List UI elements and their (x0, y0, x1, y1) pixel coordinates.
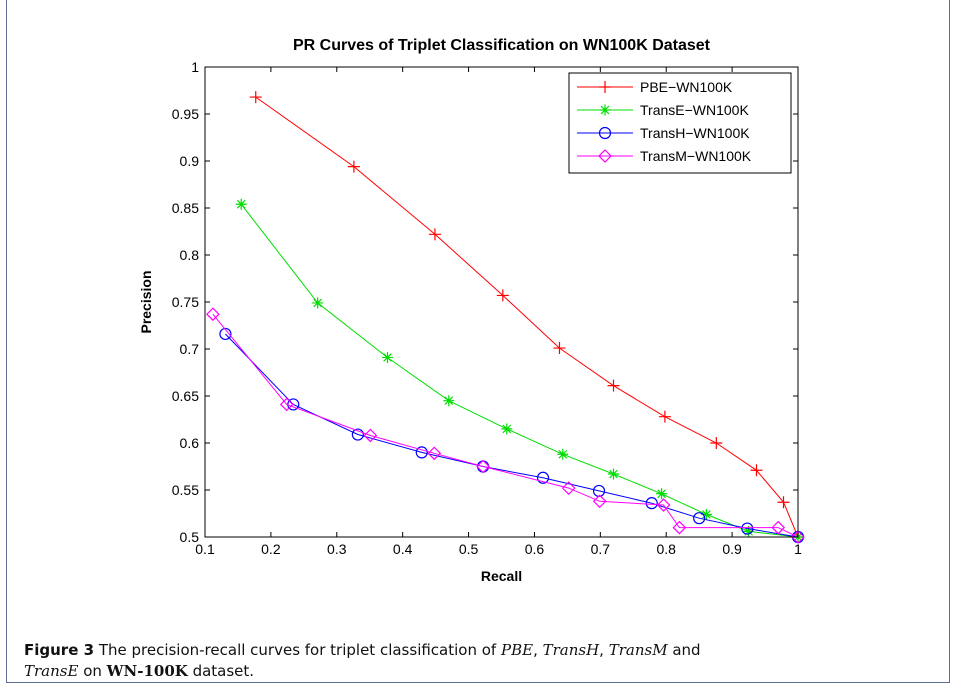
data-point-diamond (206, 307, 220, 322)
data-point-diamond (363, 428, 378, 443)
data-point-circle (693, 512, 706, 525)
data-point-plus (777, 496, 790, 509)
data-point-star (743, 525, 755, 537)
data-point-star (501, 423, 513, 435)
series-line (225, 333, 799, 538)
x-tick-label: 0.4 (393, 541, 413, 557)
y-tick-label: 0.8 (180, 247, 200, 263)
legend: PBE−WN100K TransE−WN100K TransH−WN100K Tran… (568, 72, 792, 174)
legend-label: TransE−WN100K (640, 102, 749, 118)
y-tick-label: 0.5 (180, 529, 200, 545)
caption-method-transh: TransH (542, 641, 600, 659)
x-tick-label: 0.6 (525, 541, 545, 557)
data-point-diamond (592, 494, 607, 509)
y-tick-label: 1 (191, 59, 199, 75)
data-point-diamond (672, 520, 687, 535)
figure-caption: Figure 3 The precision-recall curves for… (24, 640, 924, 682)
caption-text: dataset. (187, 662, 255, 680)
data-point-plus (750, 464, 763, 477)
data-point-plus (658, 410, 671, 423)
data-point-diamond (561, 481, 576, 495)
caption-dataset: WN-100K (106, 662, 188, 680)
data-point-plus (710, 437, 723, 449)
caption-method-transe: TransE (24, 662, 79, 680)
data-point-star (312, 297, 324, 309)
y-tick-label: 0.7 (180, 341, 200, 357)
series-line (212, 313, 799, 538)
y-tick-label: 0.55 (172, 482, 199, 498)
series-diamond (206, 307, 805, 544)
data-point-plus (428, 228, 441, 241)
caption-separator: , (533, 641, 543, 659)
caption-text: The precision-recall curves for triplet … (94, 641, 501, 659)
data-point-diamond (791, 530, 805, 544)
legend-marker-star (599, 104, 611, 116)
data-point-star (382, 351, 394, 363)
data-point-star (608, 468, 620, 480)
data-point-circle (645, 497, 658, 510)
data-point-circle (741, 522, 754, 535)
y-tick-label: 0.75 (172, 294, 199, 310)
data-point-diamond (771, 520, 786, 535)
legend-marker-plus (599, 81, 611, 93)
x-axis-label: Recall (481, 568, 522, 584)
legend-label: PBE−WN100K (640, 79, 733, 95)
caption-text: on (78, 662, 107, 680)
data-point-circle (351, 428, 364, 441)
y-tick-label: 0.85 (172, 200, 199, 216)
y-tick-label: 0.65 (172, 388, 199, 404)
data-point-plus (496, 289, 509, 302)
x-tick-label: 0.2 (261, 541, 281, 557)
data-point-star (557, 448, 569, 460)
caption-text: and (667, 641, 701, 659)
data-point-star (235, 198, 247, 210)
x-tick-label: 0.1 (195, 541, 215, 557)
data-point-circle (536, 471, 550, 484)
x-tick-label: 1 (794, 541, 802, 557)
data-point-plus (249, 91, 262, 104)
data-point-plus (607, 379, 620, 392)
y-axis-label: Precision (138, 270, 154, 333)
y-tick-label: 0.9 (180, 153, 200, 169)
caption-separator: , (599, 641, 609, 659)
y-tick-label: 0.6 (180, 435, 200, 451)
x-tick-label: 0.5 (459, 541, 479, 557)
x-tick-label: 0.3 (327, 541, 347, 557)
x-tick-label: 0.9 (722, 541, 742, 557)
y-tick-label: 0.95 (172, 106, 199, 122)
x-tick-label: 0.8 (656, 541, 676, 557)
data-point-star (443, 395, 455, 407)
legend-marker-circle (598, 126, 612, 140)
legend-marker-diamond (598, 149, 612, 163)
legend-label: TransM−WN100K (640, 148, 752, 164)
data-point-star (700, 508, 712, 520)
data-point-diamond (656, 498, 671, 512)
caption-method-pbe: PBE (500, 641, 534, 659)
chart-title: PR Curves of Triplet Classification on W… (293, 37, 711, 54)
x-tick-label: 0.7 (591, 541, 611, 557)
data-point-circle (219, 327, 232, 341)
plot-area-border (204, 66, 799, 538)
data-point-plus (347, 160, 360, 173)
pr-curves-chart: 0.1 0.2 0.3 0.4 0.5 0.6 0.7 0.8 0.9 1 0.5 0.55 0.6 0.… (138, 37, 805, 584)
data-point-circle (415, 446, 428, 459)
caption-method-transm: TransM (608, 641, 668, 659)
caption-figure-label: Figure 3 (24, 641, 95, 659)
data-point-diamond (427, 446, 442, 461)
data-point-star (656, 488, 668, 500)
data-point-plus (553, 342, 566, 355)
legend-label: TransH−WN100K (640, 125, 750, 141)
data-point-diamond (279, 397, 294, 412)
data-point-diamond (476, 459, 490, 474)
